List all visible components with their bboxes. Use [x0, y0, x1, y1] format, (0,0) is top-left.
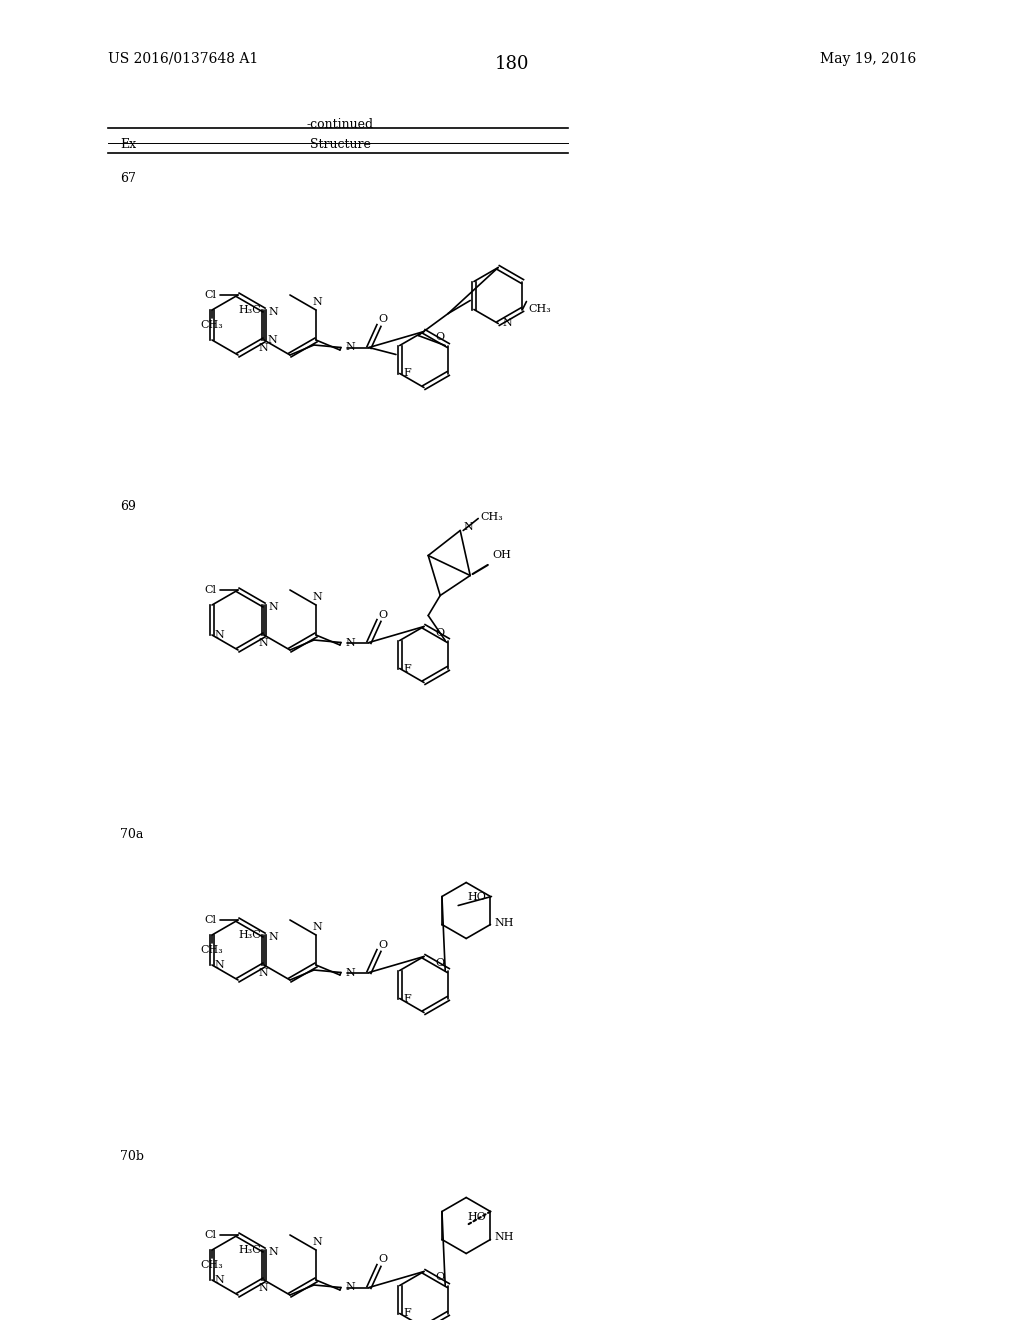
Text: NH: NH [495, 1233, 514, 1242]
Text: N: N [346, 968, 355, 978]
Text: N: N [312, 1237, 322, 1247]
Text: HO: HO [468, 891, 486, 902]
Text: Structure: Structure [309, 139, 371, 150]
Text: Cl: Cl [204, 915, 216, 925]
Text: CH₃: CH₃ [528, 304, 551, 314]
Text: N: N [267, 335, 276, 345]
Text: O: O [435, 627, 444, 638]
Text: 69: 69 [120, 500, 136, 513]
Text: N: N [258, 638, 268, 648]
Text: CH₃: CH₃ [201, 945, 223, 954]
Text: F: F [403, 994, 412, 1003]
Text: N: N [268, 1247, 278, 1257]
Text: OH: OH [493, 550, 511, 561]
Text: O: O [379, 610, 387, 619]
Text: H₃C: H₃C [239, 1245, 261, 1255]
Text: N: N [214, 630, 224, 640]
Text: N: N [268, 308, 278, 317]
Text: Cl: Cl [204, 585, 216, 595]
Text: Cl: Cl [204, 1230, 216, 1239]
Text: N: N [268, 602, 278, 612]
Text: N: N [463, 523, 473, 532]
Text: O: O [435, 333, 444, 342]
Text: May 19, 2016: May 19, 2016 [820, 51, 916, 66]
Text: US 2016/0137648 A1: US 2016/0137648 A1 [108, 51, 258, 66]
Text: 70b: 70b [120, 1150, 144, 1163]
Text: O: O [379, 940, 387, 949]
Text: O: O [435, 1272, 444, 1283]
Text: O: O [379, 1254, 387, 1265]
Text: N: N [346, 1283, 355, 1292]
Text: CH₃: CH₃ [480, 511, 503, 521]
Text: N: N [312, 591, 322, 602]
Text: -continued: -continued [306, 117, 374, 131]
Text: N: N [312, 921, 322, 932]
Text: N: N [268, 932, 278, 942]
Text: N: N [502, 318, 512, 329]
Text: O: O [379, 314, 387, 325]
Text: N: N [258, 968, 268, 978]
Text: 67: 67 [120, 172, 136, 185]
Text: F: F [403, 664, 412, 673]
Text: Cl: Cl [204, 290, 216, 300]
Text: N: N [214, 1275, 224, 1284]
Text: CH₃: CH₃ [201, 319, 223, 330]
Text: NH: NH [495, 917, 514, 928]
Text: 70a: 70a [120, 828, 143, 841]
Text: HO: HO [468, 1212, 486, 1221]
Text: H₃C: H₃C [239, 931, 261, 940]
Text: N: N [214, 960, 224, 970]
Text: N: N [346, 638, 355, 648]
Text: O: O [435, 957, 444, 968]
Text: N: N [312, 297, 322, 308]
Text: Ex: Ex [120, 139, 136, 150]
Text: 180: 180 [495, 55, 529, 73]
Text: CH₃: CH₃ [201, 1261, 223, 1270]
Text: F: F [403, 1308, 412, 1319]
Text: H₃C: H₃C [239, 305, 261, 315]
Text: N: N [258, 1283, 268, 1294]
Text: N: N [258, 343, 268, 352]
Text: F: F [403, 368, 412, 379]
Text: N: N [346, 342, 355, 352]
